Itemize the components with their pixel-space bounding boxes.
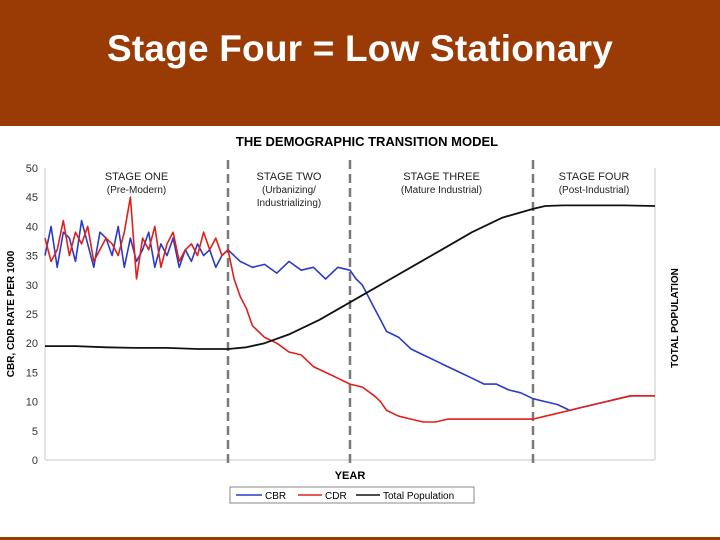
footer-rule bbox=[0, 537, 720, 540]
stage-name: STAGE THREE bbox=[403, 171, 480, 183]
y-tick-label: 10 bbox=[26, 397, 38, 409]
legend-label-population: Total Population bbox=[383, 491, 454, 502]
chart-title: THE DEMOGRAPHIC TRANSITION MODEL bbox=[236, 134, 498, 149]
stage-name: STAGE TWO bbox=[257, 171, 322, 183]
legend: CBR CDR Total Population bbox=[229, 486, 475, 504]
y-tick-label: 25 bbox=[26, 309, 38, 321]
y-tick-label: 5 bbox=[32, 426, 38, 438]
stage-subtitle: (Urbanizing/ bbox=[262, 185, 316, 196]
slide-header: Stage Four = Low Stationary bbox=[0, 0, 720, 126]
y-axis-right-label: TOTAL POPULATION bbox=[670, 268, 681, 368]
y-tick-label: 35 bbox=[26, 251, 38, 263]
cdr-line bbox=[44, 196, 655, 423]
stage-subtitle: Industrializing) bbox=[257, 198, 321, 209]
stage-subtitle: (Pre-Modern) bbox=[107, 185, 166, 196]
legend-label-cdr: CDR bbox=[325, 491, 347, 502]
stage-name: STAGE ONE bbox=[105, 171, 168, 183]
slide-title: Stage Four = Low Stationary bbox=[106, 28, 613, 69]
y-tick-label: 45 bbox=[26, 192, 38, 204]
y-tick-label: 50 bbox=[26, 163, 38, 175]
cbr-line bbox=[44, 219, 655, 412]
y-axis-label: CBR, CDR RATE PER 1000 bbox=[6, 250, 17, 377]
legend-label-cbr: CBR bbox=[265, 491, 286, 502]
y-tick-label: 0 bbox=[32, 455, 38, 467]
stage-subtitle: (Mature Industrial) bbox=[401, 185, 482, 196]
stage-name: STAGE FOUR bbox=[559, 171, 630, 183]
y-tick-label: 40 bbox=[26, 221, 38, 233]
stage-subtitle: (Post-Industrial) bbox=[559, 185, 630, 196]
y-tick-label: 30 bbox=[26, 280, 38, 292]
population-line bbox=[45, 204, 656, 350]
y-tick-label: 20 bbox=[26, 338, 38, 350]
x-axis-label: YEAR bbox=[335, 470, 366, 482]
y-tick-label: 15 bbox=[26, 367, 38, 379]
